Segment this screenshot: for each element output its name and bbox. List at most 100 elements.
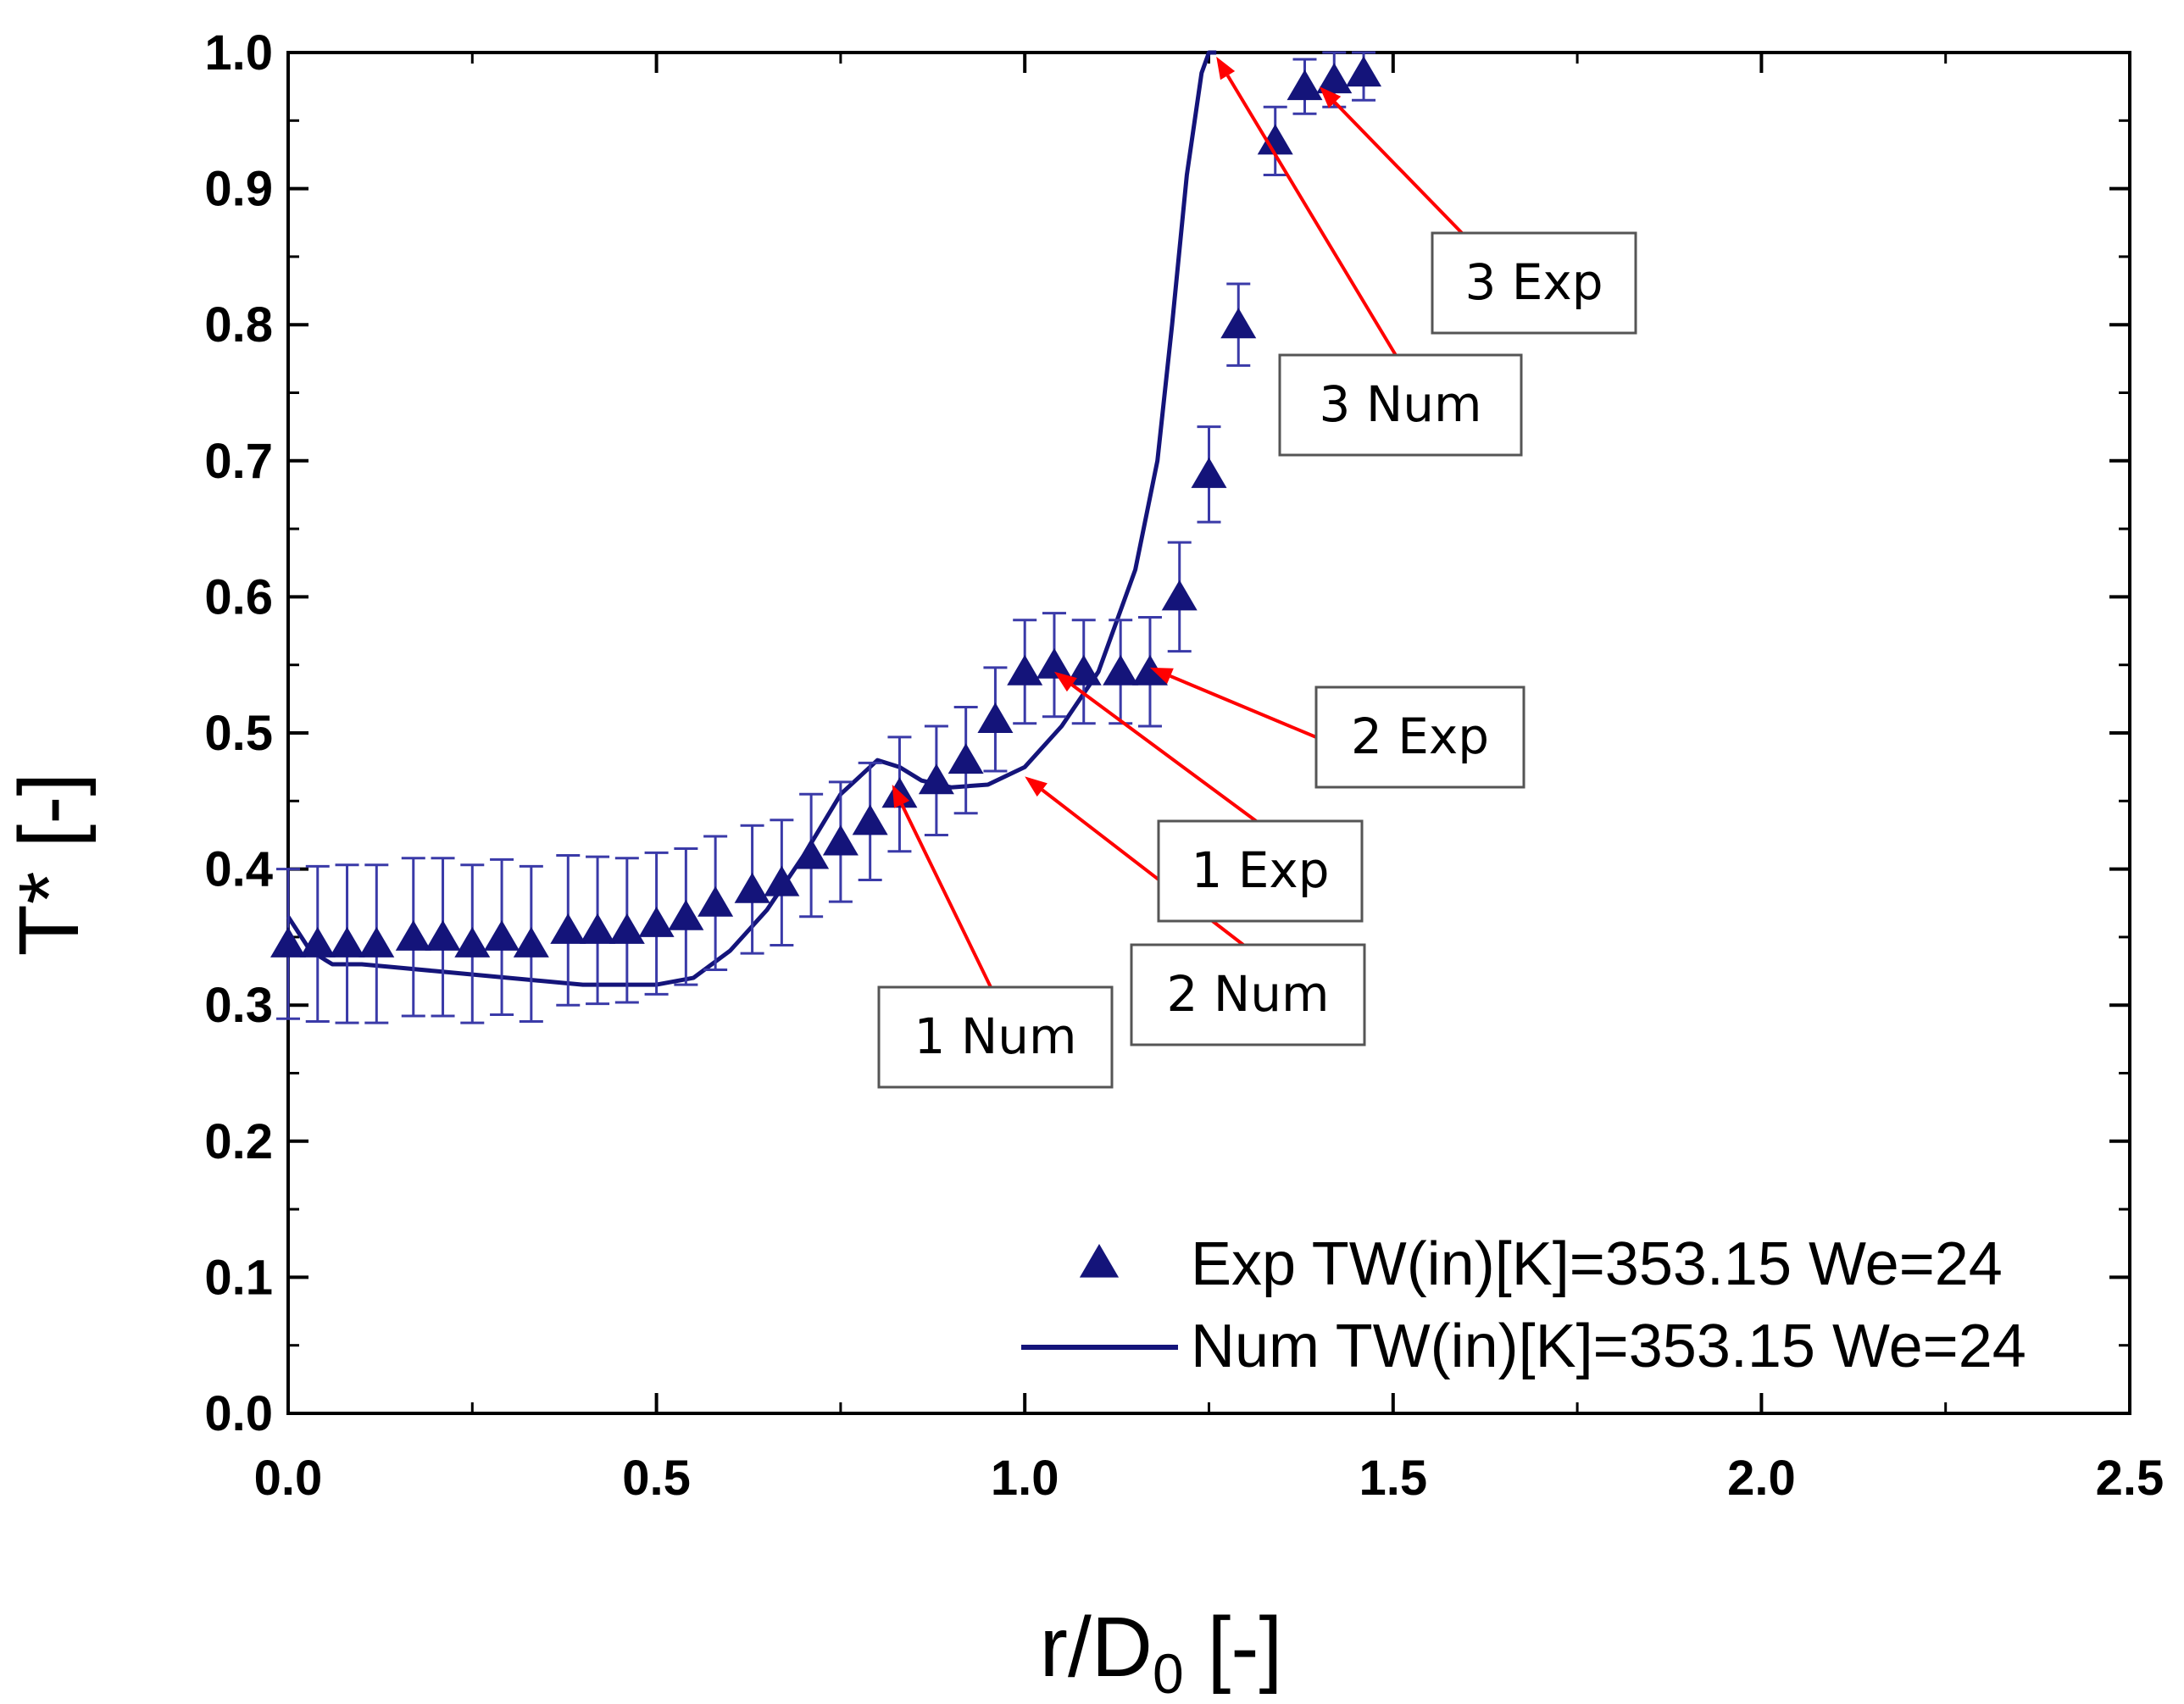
annotation-arrow-line — [1170, 674, 1317, 739]
legend-label-num: Num TW(in)[K]=353.15 We=24 — [1191, 1313, 2026, 1380]
annotation-label: 1 Exp — [1191, 841, 1329, 899]
x-tick-label: 2.0 — [1727, 1451, 1796, 1506]
annotation-box — [1431, 231, 1637, 335]
legend-marker-triangle — [1079, 1244, 1120, 1278]
annotation-label: 3 Num — [1320, 375, 1482, 433]
legend: Exp TW(in)[K]=353.15 We=24 Num TW(in)[K]… — [1021, 1230, 2026, 1380]
x-tick-label: 2.5 — [2096, 1451, 2165, 1506]
y-axis-title: T* [-] — [2, 773, 97, 957]
exp-marker-triangle — [1131, 654, 1168, 685]
exp-data-point — [1191, 425, 1227, 524]
y-tick-label: 0.1 — [204, 1250, 273, 1305]
exp-marker-triangle — [822, 824, 859, 856]
exp-data-point — [358, 863, 395, 1024]
y-tick-label: 0.9 — [204, 162, 273, 217]
exp-marker-triangle — [513, 926, 549, 957]
annotation-label: 2 Exp — [1351, 708, 1489, 765]
annotation-arrow-head — [1053, 671, 1077, 692]
exp-data-point — [609, 857, 645, 1004]
exp-data-point — [852, 761, 888, 881]
x-axis-title-suffix: [-] — [1184, 1600, 1283, 1695]
x-axis-title-subscript: 0 — [1153, 1642, 1184, 1704]
exp-data-point — [299, 864, 336, 1023]
exp-data-point — [513, 864, 549, 1023]
y-tick-label: 0.5 — [204, 706, 273, 761]
exp-marker-triangle — [550, 913, 586, 944]
exp-data-point — [1103, 619, 1139, 725]
annotation-callout: 2 Exp — [1149, 667, 1525, 789]
y-tick-label: 0.8 — [204, 297, 273, 352]
exp-data-point — [668, 847, 704, 986]
annotation-arrow-head — [1149, 667, 1174, 685]
exp-data-point — [1346, 51, 1382, 102]
annotation-callout: 2 Num — [1025, 776, 1366, 1046]
exp-marker-triangle — [668, 899, 704, 930]
y-tick-label: 0.6 — [204, 569, 273, 624]
annotation-label: 3 Exp — [1464, 253, 1603, 311]
exp-marker-triangle — [1103, 654, 1139, 685]
exp-data-point — [1257, 105, 1293, 177]
exp-data-point — [793, 792, 830, 919]
annotation-box — [1278, 353, 1523, 457]
exp-marker-triangle — [1287, 69, 1323, 101]
exp-data-point — [580, 855, 616, 1006]
exp-marker-triangle — [1007, 654, 1043, 685]
exp-data-point — [484, 858, 520, 1016]
exp-marker-triangle — [948, 743, 984, 774]
series-layer — [270, 50, 1382, 1024]
annotation-arrow-head — [892, 785, 910, 808]
exp-marker-triangle — [1161, 580, 1198, 611]
exp-marker-triangle — [734, 872, 770, 903]
exp-marker-triangle — [793, 838, 830, 869]
exp-marker-triangle — [484, 919, 520, 951]
exp-marker-triangle — [270, 926, 306, 957]
annotation-callout: 3 Exp — [1319, 86, 1637, 335]
axis-ticks: 0.0 0.5 1.0 1.5 2.0 2.5 0.0 0.1 0.2 0.3 0.4 0.5 0.6 0… — [204, 25, 2164, 1506]
exp-data-point — [1131, 615, 1168, 728]
exp-marker-triangle — [1346, 56, 1382, 87]
exp-data-point — [454, 863, 491, 1024]
plot-area — [286, 51, 2131, 1415]
exp-data-point — [697, 835, 734, 971]
legend-label-exp: Exp TW(in)[K]=353.15 We=24 — [1191, 1230, 2003, 1298]
annotation-callout: 1 Exp — [1053, 671, 1364, 923]
annotation-box — [1157, 819, 1364, 923]
exp-marker-triangle — [638, 906, 675, 937]
exp-data-point — [425, 857, 461, 1018]
exp-marker-triangle — [299, 926, 336, 957]
x-tick-label: 0.0 — [254, 1451, 323, 1506]
exp-data-point — [977, 666, 1014, 773]
annotation-label: 1 Num — [914, 1007, 1077, 1065]
exp-marker-triangle — [358, 926, 395, 957]
y-tick-label: 0.2 — [204, 1114, 273, 1169]
exp-marker-triangle — [1191, 457, 1227, 488]
exp-data-point — [822, 780, 859, 903]
exp-data-point — [270, 868, 306, 1020]
y-tick-label: 0.3 — [204, 978, 273, 1033]
annotation-box — [1314, 685, 1525, 789]
exp-marker-triangle — [852, 804, 888, 835]
exp-data-point — [948, 705, 984, 815]
exp-data-point — [734, 824, 770, 955]
exp-marker-triangle — [977, 702, 1014, 733]
plot-frame — [286, 51, 2131, 1415]
annotation-arrow-head — [1319, 86, 1342, 108]
exp-marker-triangle — [580, 913, 616, 944]
exp-marker-triangle — [1036, 647, 1072, 679]
exp-data-point — [1007, 619, 1043, 725]
exp-data-point — [550, 854, 586, 1007]
exp-data-point — [918, 724, 954, 836]
x-tick-label: 0.5 — [622, 1451, 691, 1506]
exp-marker-triangle — [609, 913, 645, 944]
annotation-arrow-line — [1333, 101, 1464, 235]
annotation-arrow-head — [1216, 56, 1236, 80]
x-axis-title-main: r/D — [1040, 1600, 1153, 1695]
x-axis-title: r/D0 [-] — [1040, 1600, 1283, 1704]
exp-data-point — [764, 819, 800, 947]
exp-data-point — [329, 863, 365, 1024]
y-tick-label: 0.4 — [204, 842, 273, 897]
y-tick-label: 0.0 — [204, 1386, 273, 1441]
annotation-callout: 1 Num — [877, 785, 1114, 1089]
exp-data-point — [395, 857, 431, 1018]
